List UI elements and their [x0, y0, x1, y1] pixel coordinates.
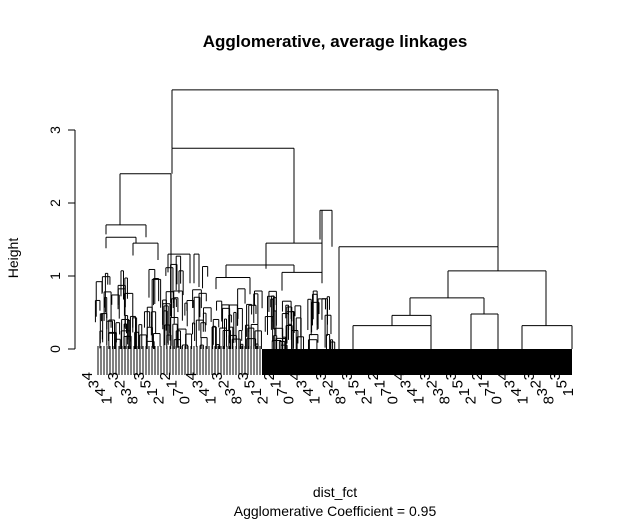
y-tick-label: 3: [47, 126, 63, 134]
leaf-label: 4: [391, 372, 408, 380]
leaf-label: 5: [138, 380, 155, 388]
leaf-label: 3: [398, 380, 415, 388]
leaf-label: 3: [190, 380, 207, 388]
leaf-label: 3: [339, 372, 356, 380]
leaf-label: 8: [229, 396, 246, 404]
leaf-label: 3: [502, 380, 519, 388]
leaf-label: 3: [443, 372, 460, 380]
leaf-label: 0: [489, 396, 506, 404]
leaf-label: 1: [476, 380, 493, 388]
leaf-label: 1: [515, 396, 532, 404]
leaf-label: 1: [99, 396, 116, 404]
leaf-label: 7: [378, 388, 395, 396]
leaf-label: 4: [196, 388, 213, 396]
leaf-label: 3: [547, 372, 564, 380]
leaf-label: 3: [222, 388, 239, 396]
leaf-label: 3: [105, 372, 122, 380]
leaf-label: 2: [216, 380, 233, 388]
leaf-label: 7: [274, 388, 291, 396]
y-axis: 0 1 2 3: [47, 126, 76, 353]
leaf-label: 1: [164, 380, 181, 388]
leaf-label: 4: [79, 372, 96, 380]
leaf-label: 3: [430, 388, 447, 396]
leaf-label: 3: [417, 372, 434, 380]
leaf-label: 8: [333, 396, 350, 404]
leaf-label: 5: [450, 380, 467, 388]
leaf-label: 1: [203, 396, 220, 404]
leaf-label: 2: [359, 396, 376, 404]
leaf-label: 3: [534, 388, 551, 396]
leaf-label: 2: [528, 380, 545, 388]
leaf-label: 2: [261, 372, 278, 380]
leaf-label: 5: [242, 380, 259, 388]
y-tick-label: 0: [47, 345, 63, 353]
leaf-label: 1: [268, 380, 285, 388]
dendrogram-tree: [94, 89, 573, 349]
leaf-label: 8: [125, 396, 142, 404]
leaf-label: 2: [424, 380, 441, 388]
y-axis-label: Height: [5, 238, 21, 279]
leaf-label: 3: [326, 388, 343, 396]
leaf-label: 2: [320, 380, 337, 388]
leaf-label: 3: [235, 372, 252, 380]
leaf-label: 4: [404, 388, 421, 396]
leaf-label: 5: [554, 380, 571, 388]
leaf-label: 4: [183, 372, 200, 380]
leaf-label: 0: [385, 396, 402, 404]
leaf-label: 2: [255, 396, 272, 404]
leaf-label: 5: [346, 380, 363, 388]
leaf-label: 3: [118, 388, 135, 396]
leaf-label: 1: [307, 396, 324, 404]
leaf-band: [97, 346, 572, 375]
leaf-label: 1: [248, 388, 265, 396]
leaf-label: 2: [157, 372, 174, 380]
leaf-label: 1: [560, 388, 577, 396]
leaf-label: 2: [112, 380, 129, 388]
leaf-label: 2: [463, 396, 480, 404]
leaf-label: 1: [144, 388, 161, 396]
leaf-label: 0: [177, 396, 194, 404]
leaf-label: 2: [151, 396, 168, 404]
leaf-label: 4: [508, 388, 525, 396]
leaf-label: 3: [131, 372, 148, 380]
leaf-label: 4: [495, 372, 512, 380]
leaf-label: 4: [287, 372, 304, 380]
leaf-label: 2: [469, 372, 486, 380]
chart-title: Agglomerative, average linkages: [203, 32, 468, 51]
leaf-label: 3: [294, 380, 311, 388]
y-tick-label: 1: [47, 272, 63, 280]
leaf-label: 1: [352, 388, 369, 396]
leaf-label: 0: [281, 396, 298, 404]
leaf-label: 3: [521, 372, 538, 380]
leaf-label: 8: [437, 396, 454, 404]
y-tick-label: 2: [47, 199, 63, 207]
leaf-stems-band: [262, 349, 572, 375]
leaf-label: 3: [313, 372, 330, 380]
leaf-label: 1: [411, 396, 428, 404]
leaf-label: 7: [482, 388, 499, 396]
leaf-label: 3: [209, 372, 226, 380]
leaf-label: 8: [541, 396, 558, 404]
leaf-label: 1: [372, 380, 389, 388]
leaf-label: 4: [92, 388, 109, 396]
leaf-label: 4: [300, 388, 317, 396]
x-axis-label: dist_fct: [313, 484, 357, 500]
leaf-label: 2: [365, 372, 382, 380]
leaf-labels: 4341323835122170434132383512217043413238…: [79, 372, 577, 404]
leaf-label: 1: [456, 388, 473, 396]
leaf-label: 3: [86, 380, 103, 388]
agglomerative-coefficient: Agglomerative Coefficient = 0.95: [234, 503, 437, 519]
leaf-label: 7: [170, 388, 187, 396]
